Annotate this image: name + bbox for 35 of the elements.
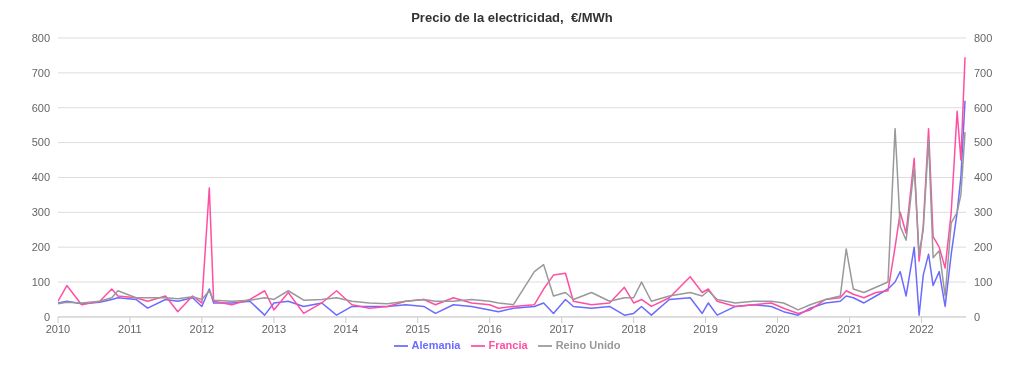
legend-label: Alemania bbox=[411, 338, 461, 351]
y2-tick-label: 800 bbox=[974, 31, 993, 44]
y-tick-label: 600 bbox=[31, 101, 50, 114]
x-tick-label: 2016 bbox=[477, 322, 502, 335]
x-tick-label: 2017 bbox=[549, 322, 574, 335]
y-tick-label: 0 bbox=[43, 310, 50, 323]
y-tick-label: 500 bbox=[31, 136, 50, 149]
y-tick-label: 300 bbox=[31, 206, 50, 219]
y2-tick-label: 500 bbox=[974, 136, 993, 149]
y-tick-label: 400 bbox=[31, 171, 50, 184]
x-tick-label: 2022 bbox=[909, 322, 934, 335]
x-tick-label: 2015 bbox=[405, 322, 430, 335]
x-tick-label: 2018 bbox=[621, 322, 646, 335]
y2-tick-label: 300 bbox=[974, 206, 993, 219]
y-tick-label: 100 bbox=[31, 275, 50, 288]
y2-tick-label: 100 bbox=[974, 275, 993, 288]
x-tick-label: 2013 bbox=[261, 322, 287, 335]
chart-title: Precio de la electricidad, €/MWh bbox=[410, 9, 614, 27]
x-tick-label: 2014 bbox=[333, 322, 359, 335]
y-tick-label: 800 bbox=[31, 31, 50, 44]
legend-label: Francia bbox=[488, 338, 528, 351]
y2-tick-label: 0 bbox=[974, 310, 981, 323]
y-tick-label: 200 bbox=[31, 241, 50, 254]
y-tick-label: 700 bbox=[31, 66, 50, 79]
y2-tick-label: 200 bbox=[974, 241, 993, 254]
x-tick-label: 2010 bbox=[45, 322, 71, 335]
x-tick-label: 2021 bbox=[837, 322, 862, 335]
legend-label: Reino Unido bbox=[555, 338, 621, 351]
x-tick-label: 2011 bbox=[118, 322, 142, 335]
x-tick-label: 2019 bbox=[693, 322, 718, 335]
y2-tick-label: 400 bbox=[974, 171, 993, 184]
x-tick-label: 2020 bbox=[765, 322, 790, 335]
y2-tick-label: 700 bbox=[974, 66, 993, 79]
x-tick-label: 2012 bbox=[189, 322, 215, 335]
y2-tick-label: 600 bbox=[974, 101, 993, 114]
